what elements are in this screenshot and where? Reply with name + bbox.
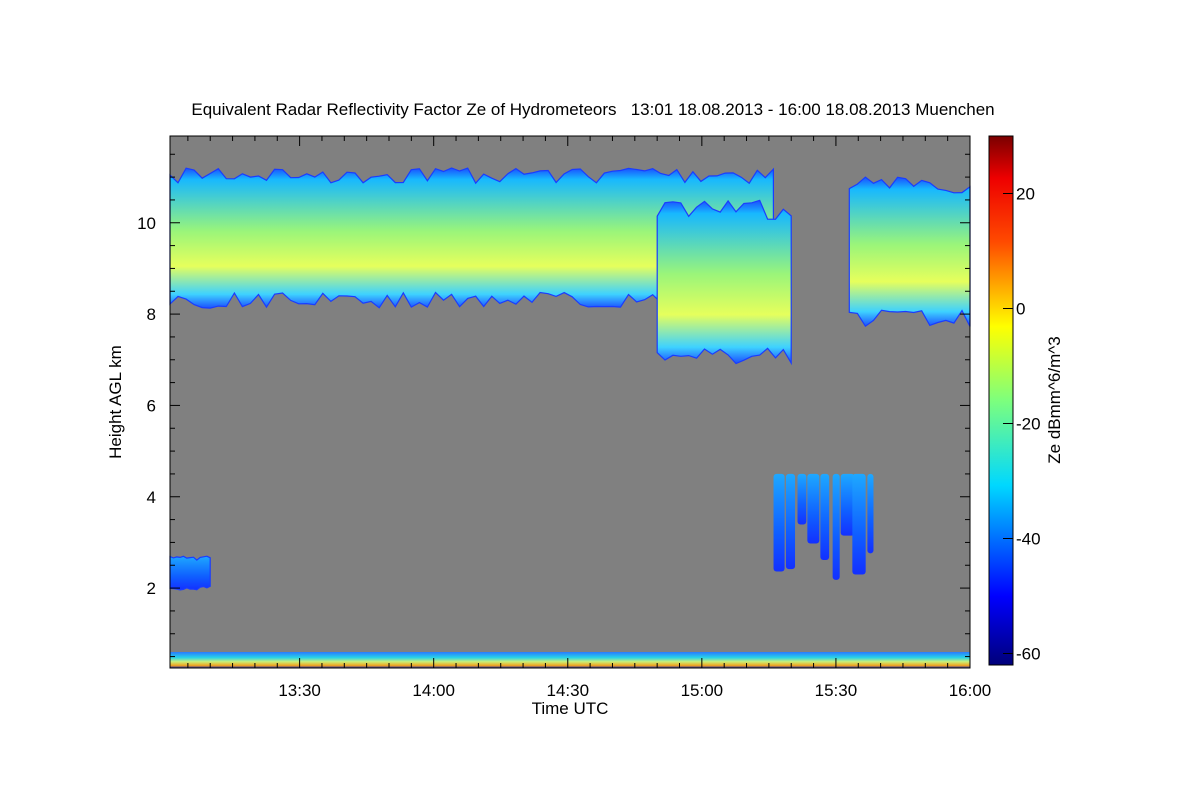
echo-streak bbox=[773, 473, 785, 572]
y-tick-label: 2 bbox=[147, 579, 156, 598]
y-tick-label: 8 bbox=[147, 305, 156, 324]
echo-streak bbox=[785, 473, 796, 570]
colorbar-tick-label: -60 bbox=[1016, 645, 1041, 664]
colorbar-ticks: 20 0 -20 -40 -60 bbox=[1003, 185, 1041, 664]
y-tick-label: 6 bbox=[147, 396, 156, 415]
feature-low-echo-west bbox=[169, 555, 211, 591]
x-tick-label: 15:00 bbox=[681, 681, 724, 700]
reflectivity-features bbox=[169, 167, 971, 668]
feature-ground-clutter-band bbox=[170, 652, 970, 668]
ground-clutter-fill bbox=[170, 652, 970, 668]
colorbar-tick-label: -40 bbox=[1016, 530, 1041, 549]
y-tick-label: 10 bbox=[137, 214, 156, 233]
feature-upper-cloud-layer-dip bbox=[656, 199, 792, 366]
axis-ticks: 13:30 14:00 14:30 15:00 15:30 16:00 2 4 6 8 10 bbox=[137, 136, 991, 700]
x-tick-label: 16:00 bbox=[949, 681, 992, 700]
y-tick-label: 4 bbox=[147, 488, 156, 507]
colorbar-tick-label: -20 bbox=[1016, 415, 1041, 434]
echo-streak bbox=[867, 473, 874, 554]
x-tick-label: 13:30 bbox=[278, 681, 321, 700]
echo-streak bbox=[832, 473, 840, 580]
echo-streak bbox=[797, 473, 807, 525]
colorbar-label: Ze dBmm^6/m^3 bbox=[1045, 336, 1064, 463]
plot-frame bbox=[169, 135, 971, 669]
echo-streak bbox=[820, 473, 830, 560]
x-axis-label: Time UTC bbox=[532, 699, 609, 718]
colorbar-tick-label: 0 bbox=[1016, 300, 1025, 319]
x-tick-label: 15:30 bbox=[815, 681, 858, 700]
y-axis-label: Height AGL km bbox=[106, 345, 125, 459]
feature-mid-level-echoes bbox=[773, 473, 874, 580]
cloud-fill bbox=[169, 555, 211, 591]
colorbar-tick-label: 20 bbox=[1016, 185, 1035, 204]
x-tick-label: 14:00 bbox=[412, 681, 455, 700]
x-tick-label: 14:30 bbox=[546, 681, 589, 700]
feature-upper-cloud-layer-east bbox=[848, 176, 971, 328]
colorbar bbox=[988, 135, 1014, 666]
echo-streak bbox=[852, 473, 866, 575]
echo-streak bbox=[840, 473, 855, 536]
echo-streak bbox=[807, 473, 820, 544]
cloud-fill bbox=[848, 176, 971, 328]
chart-title: Equivalent Radar Reflectivity Factor Ze … bbox=[191, 100, 994, 119]
cloud-fill bbox=[656, 199, 792, 366]
